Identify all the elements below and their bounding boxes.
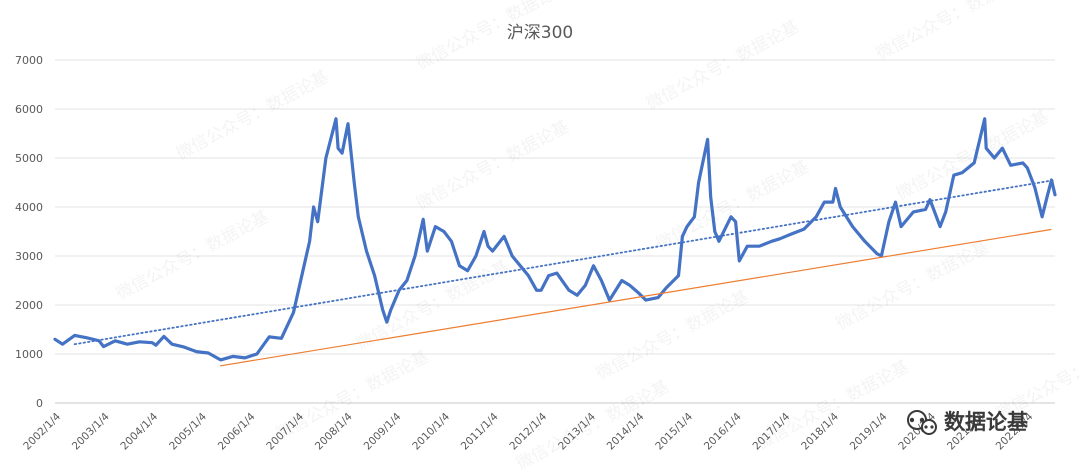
watermark-text: 微信公众号：数据论基 [643, 17, 802, 114]
y-axis: 0 1000 2000 3000 4000 5000 6000 7000 [15, 54, 43, 410]
y-tick-label: 2000 [15, 299, 43, 312]
y-tick-label: 1000 [15, 348, 43, 361]
watermark-text: 微信公众号：数据论基 [833, 237, 992, 334]
x-tick-label: 2004/1/4 [118, 410, 160, 452]
x-tick-label: 2003/1/4 [70, 410, 112, 452]
watermark-text: 微信公众号：数据论基 [873, 0, 1032, 64]
trend-line [73, 179, 1056, 346]
x-tick-label: 2002/1/4 [21, 410, 63, 452]
support-line [220, 228, 1052, 367]
y-tick-label: 7000 [15, 54, 43, 67]
watermark-text: 微信公众号：数据论基 [593, 287, 752, 384]
logo-text: 数据论基 [944, 410, 1029, 434]
x-tick-label: 2009/1/4 [362, 410, 404, 452]
x-tick-label: 2019/1/4 [848, 410, 890, 452]
x-axis: 2002/1/4 2003/1/4 2004/1/4 2005/1/4 2006/1/4… [21, 410, 1035, 452]
y-tick-label: 3000 [15, 250, 43, 263]
watermark-text: 微信公众号：数据论基 [653, 157, 812, 254]
chart-title: 沪深300 [507, 23, 573, 43]
watermark-text: 微信公众号：数据论基 [273, 347, 432, 444]
watermark-text: 微信公众号：数据论基 [753, 357, 912, 454]
x-tick-label: 2006/1/4 [216, 410, 258, 452]
wechat-official-account-icon [907, 410, 937, 435]
y-tick-label: 5000 [15, 152, 43, 165]
x-tick-label: 2015/1/4 [653, 410, 695, 452]
price-series-line [53, 117, 1057, 362]
x-tick-label: 2010/1/4 [410, 410, 452, 452]
x-tick-label: 2016/1/4 [702, 410, 744, 452]
watermark-text: 微信公众号：数据论基 [893, 107, 1052, 204]
watermark-text: 微信公众号：数据论基 [173, 67, 332, 164]
logo: 数据论基 [907, 410, 1029, 435]
watermark-layer: 微信公众号：数据论基微信公众号：数据论基微信公众号：数据论基微信公众号：数据论基… [113, 0, 1080, 470]
watermark-text: 微信公众号：数据论基 [413, 117, 572, 214]
y-tick-label: 6000 [15, 103, 43, 116]
series-layer [53, 117, 1057, 367]
y-tick-label: 4000 [15, 201, 43, 214]
x-tick-label: 2011/1/4 [459, 410, 501, 452]
x-tick-label: 2005/1/4 [167, 410, 209, 452]
gridlines [55, 59, 1055, 404]
y-tick-label: 0 [36, 397, 43, 410]
